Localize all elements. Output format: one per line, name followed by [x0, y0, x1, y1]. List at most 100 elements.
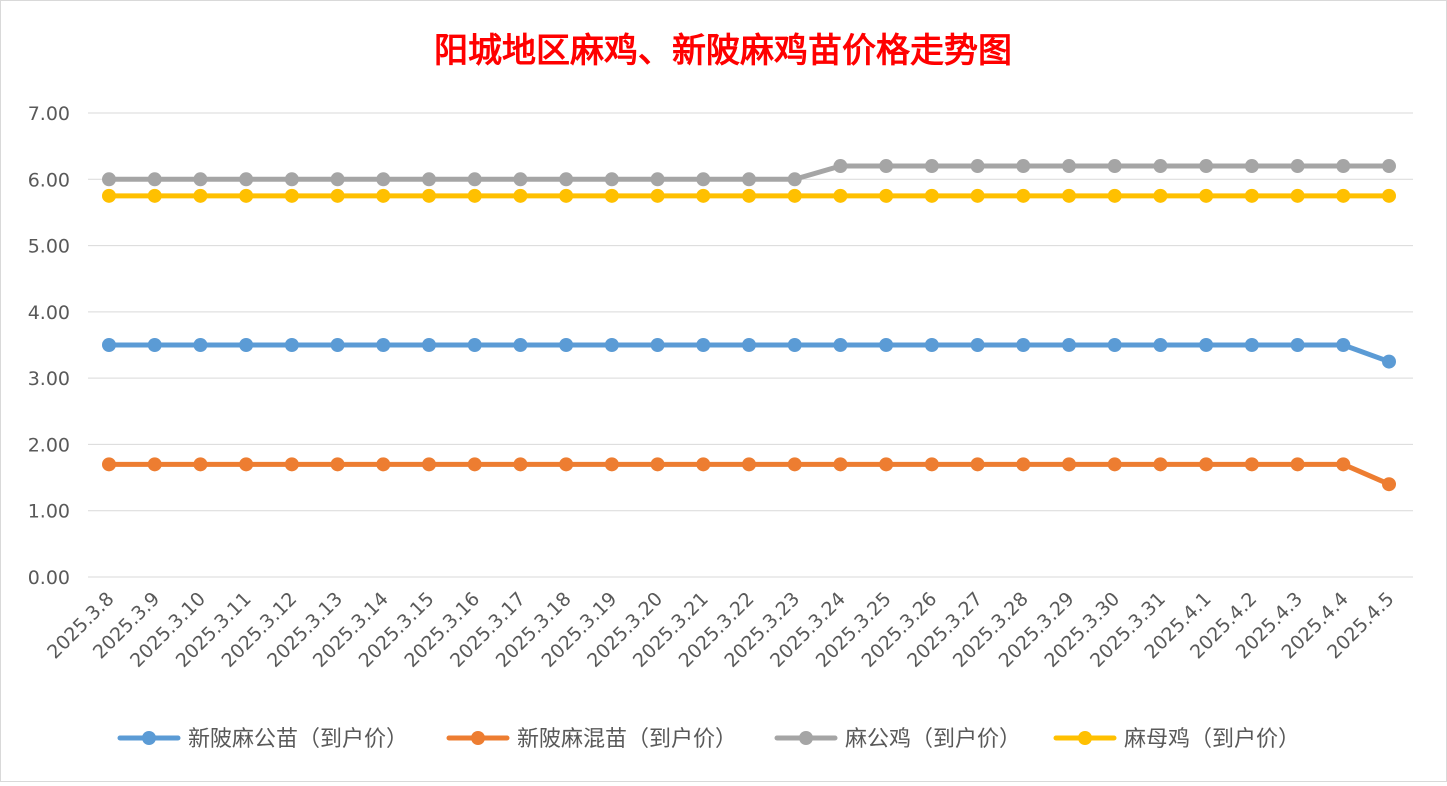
data-point: [193, 338, 208, 352]
data-point: [924, 338, 939, 352]
data-point: [604, 172, 619, 187]
data-point: [422, 457, 436, 472]
data-point: [102, 188, 116, 203]
data-point: [147, 338, 162, 352]
data-point: [1244, 457, 1259, 472]
data-point: [1107, 338, 1122, 352]
data-point: [239, 188, 254, 203]
data-point: [833, 159, 848, 174]
series-0: [102, 338, 1396, 369]
data-point: [376, 172, 391, 187]
data-point: [193, 188, 208, 203]
data-point: [1290, 457, 1305, 472]
data-point: [1244, 338, 1259, 352]
data-point: [924, 159, 939, 174]
data-point: [742, 338, 756, 352]
data-point: [1199, 188, 1214, 203]
data-point: [467, 172, 482, 187]
data-point: [970, 159, 985, 174]
data-point: [559, 188, 574, 203]
data-point: [513, 188, 528, 203]
data-point: [833, 457, 848, 472]
data-point: [376, 188, 391, 203]
data-point: [1153, 188, 1168, 203]
data-point: [879, 188, 894, 203]
data-point: [696, 338, 711, 352]
data-point: [1244, 159, 1259, 174]
data-point: [376, 457, 391, 472]
legend: 新陂麻公苗（到户价） 新陂麻混苗（到户价） 麻公鸡（到户价） 麻母鸡（到户价）: [117, 727, 1300, 752]
series-2: [102, 159, 1396, 187]
data-point: [559, 457, 574, 472]
legend-label: 麻母鸡（到户价）: [1124, 727, 1300, 752]
data-point: [422, 338, 436, 352]
data-point: [970, 188, 985, 203]
data-point: [1016, 159, 1031, 174]
legend-item: 新陂麻混苗（到户价）: [446, 727, 737, 752]
series-lines: [102, 159, 1396, 492]
data-point: [1153, 338, 1168, 352]
data-point: [1107, 188, 1122, 203]
data-point: [1382, 188, 1396, 203]
legend-label: 新陂麻公苗（到户价）: [188, 727, 408, 752]
y-tick-label: 7.00: [28, 103, 70, 125]
data-point: [1382, 354, 1396, 369]
data-point: [193, 172, 208, 187]
data-point: [239, 457, 254, 472]
data-point: [833, 338, 848, 352]
data-point: [1382, 159, 1396, 174]
data-point: [1016, 188, 1031, 203]
data-point: [102, 172, 116, 187]
data-point: [833, 188, 848, 203]
data-point: [513, 172, 528, 187]
data-point: [284, 457, 299, 472]
data-point: [1153, 159, 1168, 174]
data-point: [513, 457, 528, 472]
data-point: [879, 338, 894, 352]
data-point: [924, 457, 939, 472]
data-point: [924, 188, 939, 203]
legend-swatch-marker: [1078, 731, 1092, 745]
data-point: [1062, 188, 1076, 203]
data-point: [467, 338, 482, 352]
data-point: [559, 338, 574, 352]
data-point: [742, 457, 756, 472]
data-point: [1107, 457, 1122, 472]
data-point: [1336, 457, 1351, 472]
y-tick-label: 4.00: [28, 302, 70, 324]
data-point: [1062, 159, 1076, 174]
data-point: [467, 188, 482, 203]
y-tick-label: 5.00: [28, 236, 70, 258]
data-point: [467, 457, 482, 472]
data-point: [284, 188, 299, 203]
data-point: [239, 338, 254, 352]
data-point: [650, 172, 665, 187]
y-tick-label: 2.00: [28, 434, 70, 456]
data-point: [1199, 338, 1214, 352]
data-point: [102, 338, 116, 352]
data-point: [696, 457, 711, 472]
data-point: [1336, 338, 1351, 352]
legend-label: 麻公鸡（到户价）: [845, 727, 1021, 752]
data-point: [787, 188, 802, 203]
data-point: [742, 172, 756, 187]
data-point: [787, 172, 802, 187]
legend-swatch-marker: [799, 731, 813, 745]
series-3: [102, 188, 1396, 203]
y-tick-label: 0.00: [28, 567, 70, 589]
data-point: [604, 338, 619, 352]
data-point: [513, 338, 528, 352]
data-point: [1199, 457, 1214, 472]
y-axis-ticks: 0.00 1.00 2.00 3.00 4.00 5.00 6.00 7.00: [28, 103, 70, 589]
data-point: [1153, 457, 1168, 472]
data-point: [330, 172, 345, 187]
data-point: [879, 457, 894, 472]
data-point: [1290, 338, 1305, 352]
legend-item: 新陂麻公苗（到户价）: [117, 727, 408, 752]
data-point: [1016, 338, 1031, 352]
data-point: [1336, 159, 1351, 174]
data-point: [1016, 457, 1031, 472]
data-point: [330, 457, 345, 472]
